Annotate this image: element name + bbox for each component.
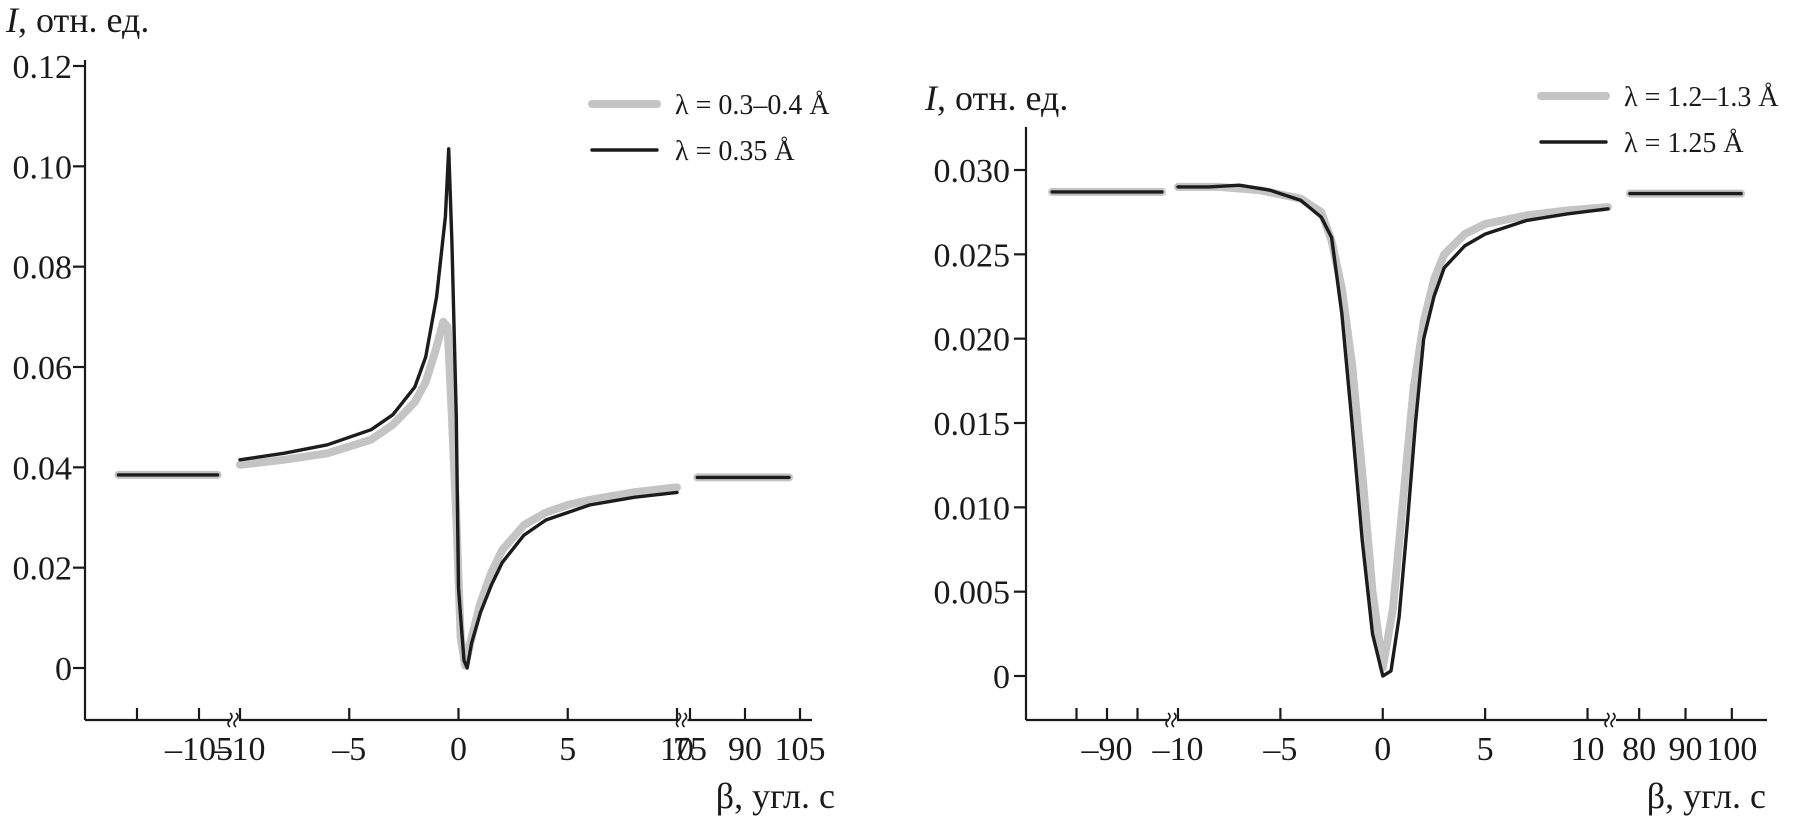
y-axis-title-symbol: I [5,0,20,40]
x-tick-label: 10 [660,731,694,768]
y-axis-title-units: , отн. ед. [937,78,1068,118]
series-line [1176,183,1610,678]
right-chart: I, отн. ед. β, угл. с 0 0.005 0.010 0.015 0.… [924,78,1779,816]
x-tick-label: 80 [1622,731,1656,768]
legend-label: λ = 0.35 Å [675,136,795,167]
x-tick-label: 100 [1706,731,1757,768]
x-tick-label: 5 [1477,731,1494,768]
x-axis-title: β, угл. с [1647,776,1766,816]
legend-label: λ = 1.25 Å [1624,128,1744,159]
series-line [1174,182,1612,672]
y-tick-label: 0.06 [13,350,73,387]
y-axis-title-units: , отн. ед. [18,0,149,40]
y-tick-label: 0.02 [13,551,73,588]
y-axis: 0 0.005 0.010 0.015 0.020 0.025 0.030 [934,127,1028,720]
x-tick-label: –5 [1262,731,1297,768]
x-tick-label: 90 [728,731,762,768]
x-axis: –90 –10 –5 0 5 10 80 90 100 [1026,708,1767,768]
x-tick-label: –10 [214,731,266,768]
x-tick-label: 10 [1571,731,1605,768]
x-axis-title: β, угл. с [716,776,835,816]
x-tick-label: 75 [673,731,707,768]
y-axis-title: I, отн. ед. [924,78,1068,118]
axis-break-mark [1610,712,1616,728]
x-tick-label: –105 [164,731,233,768]
series-line [238,147,679,670]
x-tick-label: –10 [1152,731,1204,768]
y-tick-label: 0.025 [934,237,1011,274]
axis-break-mark [233,712,239,728]
y-axis-title: I, отн. ед. [5,0,149,40]
axis-break-mark [1171,712,1177,728]
y-tick-label: 0.04 [13,450,73,487]
x-tick-label: –5 [331,731,366,768]
axis-break-mark [681,712,688,728]
axis-break-mark [1604,712,1610,728]
legend-label: λ = 0.3–0.4 Å [675,90,830,121]
x-tick-label: 5 [559,731,576,768]
y-tick-label: 0.030 [934,153,1011,190]
axis-break-mark [675,712,682,728]
x-tick-label: 0 [450,731,467,768]
y-tick-label: 0 [993,659,1010,696]
legend: λ = 0.3–0.4 Å λ = 0.35 Å [588,90,830,167]
axis-break-mark [227,712,233,728]
y-tick-label: 0.12 [13,49,73,86]
axis-break-mark [1165,712,1171,728]
x-tick-label: 0 [1374,731,1391,768]
y-tick-label: 0 [55,651,72,688]
legend-label: λ = 1.2–1.3 Å [1624,82,1779,113]
y-axis-title-symbol: I [924,78,939,118]
y-axis: 0 0.02 0.04 0.06 0.08 0.10 0.12 [13,49,87,720]
x-tick-label: 90 [1669,731,1703,768]
x-tick-label: 105 [775,731,826,768]
y-tick-label: 0.020 [934,322,1011,359]
x-tick-label: –90 [1081,731,1133,768]
y-tick-label: 0.08 [13,250,73,287]
legend: λ = 1.2–1.3 Å λ = 1.25 Å [1537,82,1779,159]
y-tick-label: 0.010 [934,490,1011,527]
plot-area [114,147,793,670]
y-tick-label: 0.015 [934,406,1011,443]
left-chart: I, отн. ед. β, угл. с 00.020.040.060.080… [5,0,835,816]
y-tick-label: 0.10 [13,149,73,186]
y-tick-label: 0.005 [934,575,1011,612]
plot-area [1048,182,1746,678]
